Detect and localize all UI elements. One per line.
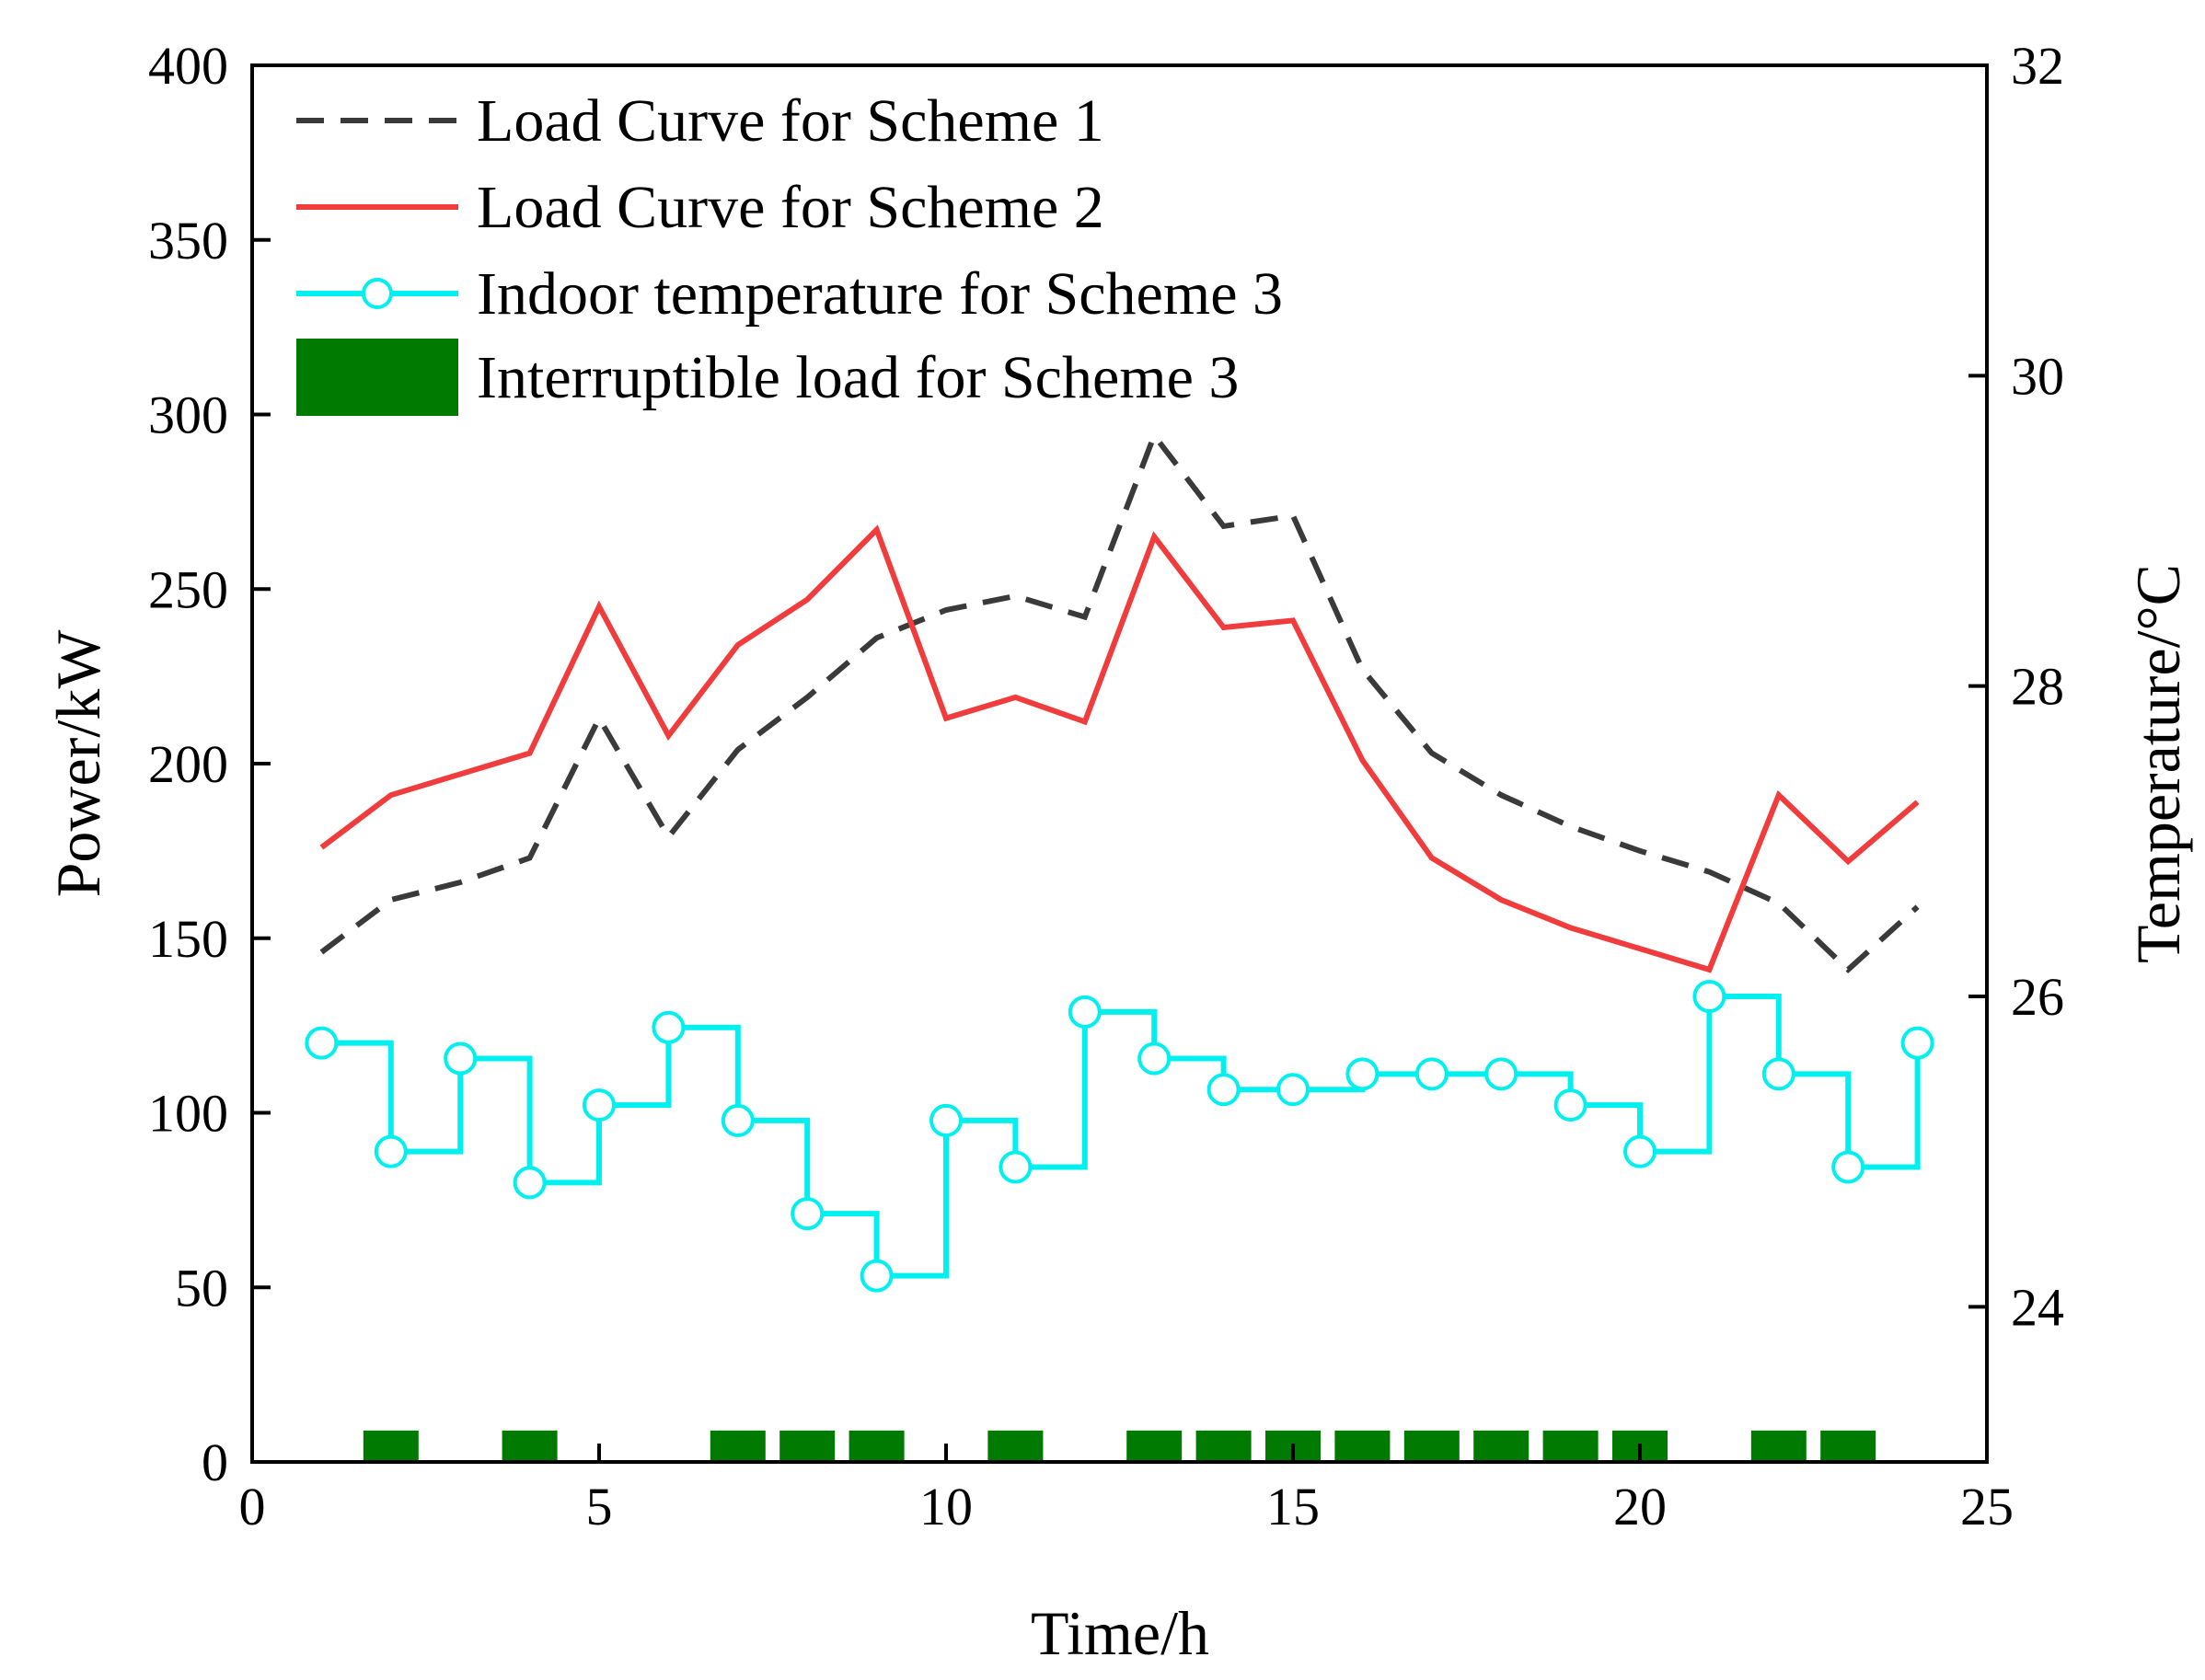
temperature-point (1761, 1057, 1795, 1091)
x-tick-label: 10 (919, 1477, 973, 1536)
interruptible-load-bar (779, 1430, 836, 1462)
y-tick-label: 100 (148, 1084, 228, 1144)
temperature-point (1414, 1057, 1449, 1091)
temperature-point (444, 1041, 478, 1076)
temperature-point (1345, 1057, 1380, 1091)
x-tick-label: 5 (586, 1477, 613, 1536)
y-axis-title: Power/kW (43, 629, 113, 898)
interruptible-load-bar (502, 1430, 558, 1462)
scheme1-load-line (319, 430, 1920, 974)
temperature-point (1276, 1073, 1310, 1107)
temperature-point (1831, 1150, 1865, 1184)
temperature-point (791, 1197, 825, 1231)
interruptible-load-bar (1542, 1430, 1599, 1462)
temperature-point (1206, 1073, 1241, 1107)
x-tick-label: 15 (1266, 1477, 1320, 1536)
y2-tick-label: 28 (2011, 657, 2064, 717)
temperature-point (721, 1103, 755, 1137)
legend-marker-scheme3-temp (362, 278, 393, 309)
x-tick-label: 0 (239, 1477, 266, 1536)
axis-ticks: 0 5 10 15 20 25050100150200250300350400242628… (148, 36, 2064, 1536)
y-tick-label: 250 (148, 559, 228, 619)
interruptible-load-bar (1473, 1430, 1530, 1462)
interruptible-load-bar (710, 1430, 766, 1462)
x-tick-label: 25 (1960, 1477, 2014, 1536)
temperature-point (1692, 980, 1726, 1013)
legend-swatch-scheme3-il (296, 339, 458, 416)
temperature-point (374, 1134, 408, 1168)
temperature-point (860, 1259, 894, 1293)
y-tick-label: 300 (148, 385, 228, 445)
x-tick-label: 20 (1613, 1477, 1667, 1536)
temperature-point (1484, 1057, 1518, 1091)
temperature-point (929, 1103, 963, 1137)
temperature-point (652, 1010, 686, 1044)
legend-label-scheme3-temp: Indoor temperature for Scheme 3 (477, 260, 1283, 328)
legend-label-scheme3-il: Interruptible load for Scheme 3 (477, 344, 1239, 411)
y2-tick-label: 26 (2011, 967, 2064, 1027)
interruptible-load-bar (1334, 1430, 1391, 1462)
y2-tick-label: 24 (2011, 1277, 2064, 1337)
interruptible-load-bar (849, 1430, 905, 1462)
interruptible-load-bar (1195, 1430, 1252, 1462)
x-axis-title: Time/h (1031, 1598, 1209, 1668)
series-markers (305, 980, 1934, 1293)
legend-label-scheme1: Load Curve for Scheme 1 (477, 87, 1104, 155)
y-tick-label: 200 (148, 734, 228, 794)
temperature-point (999, 1150, 1033, 1184)
interruptible-load-bar (1820, 1430, 1876, 1462)
y-tick-label: 50 (175, 1258, 228, 1318)
temperature-point (583, 1088, 616, 1122)
y-tick-label: 350 (148, 211, 228, 270)
temperature-point (1900, 1026, 1934, 1060)
temperature-point (305, 1026, 339, 1060)
scheme2-load-line (319, 524, 1920, 973)
temperature-step-line (321, 994, 1921, 1279)
interruptible-load-bar (1126, 1430, 1183, 1462)
interruptible-load-bars (363, 1430, 1876, 1462)
temperature-point (1068, 995, 1102, 1029)
interruptible-load-bar (987, 1430, 1044, 1462)
y-tick-label: 150 (148, 909, 228, 969)
y2-tick-label: 30 (2011, 346, 2064, 406)
y2-tick-label: 32 (2011, 36, 2064, 96)
y-tick-label: 0 (202, 1433, 228, 1492)
temperature-point (1623, 1134, 1657, 1168)
temperature-point (1137, 1041, 1172, 1076)
legend: Load Curve for Scheme 1 Load Curve for S… (296, 87, 1283, 416)
temperature-point (513, 1166, 547, 1200)
y2-axis-title: Temperature/°C (2123, 564, 2193, 963)
y-tick-label: 400 (148, 36, 228, 96)
legend-label-scheme2: Load Curve for Scheme 2 (477, 174, 1104, 241)
series-lines (319, 430, 1921, 1279)
temperature-point (1553, 1088, 1587, 1122)
interruptible-load-bar (1403, 1430, 1460, 1462)
interruptible-load-bar (363, 1430, 419, 1462)
interruptible-load-bar (1750, 1430, 1807, 1462)
